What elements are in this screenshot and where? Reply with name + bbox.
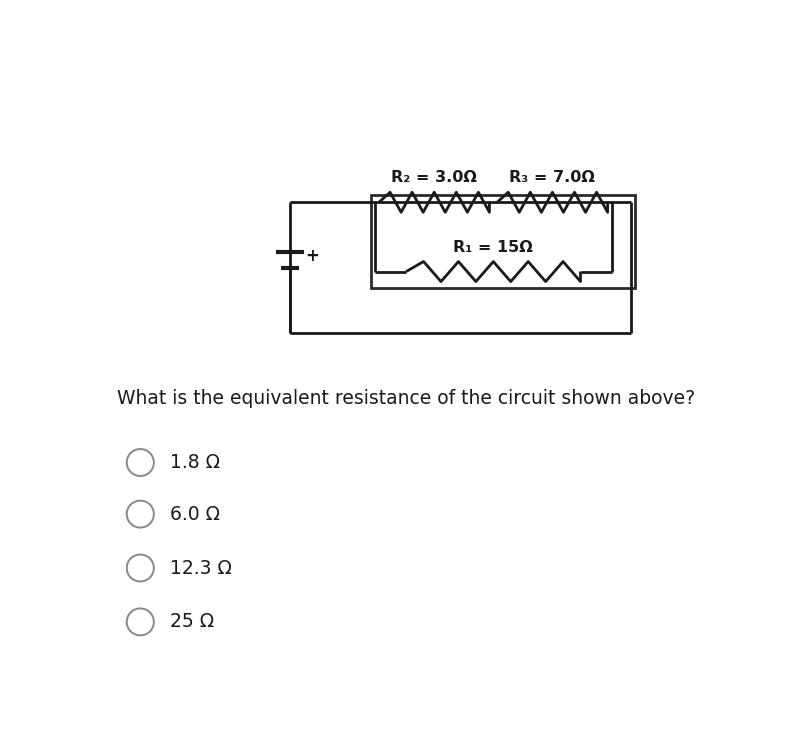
- Text: R₃ = 7.0Ω: R₃ = 7.0Ω: [510, 171, 595, 185]
- Text: 12.3 Ω: 12.3 Ω: [170, 559, 232, 578]
- Text: 1.8 Ω: 1.8 Ω: [170, 453, 220, 472]
- Text: What is the equivalent resistance of the circuit shown above?: What is the equivalent resistance of the…: [117, 389, 695, 408]
- Text: +: +: [306, 247, 319, 264]
- Text: R₁ = 15Ω: R₁ = 15Ω: [454, 239, 534, 254]
- Text: R₂ = 3.0Ω: R₂ = 3.0Ω: [391, 171, 478, 185]
- Text: 6.0 Ω: 6.0 Ω: [170, 504, 220, 524]
- Text: 25 Ω: 25 Ω: [170, 612, 214, 631]
